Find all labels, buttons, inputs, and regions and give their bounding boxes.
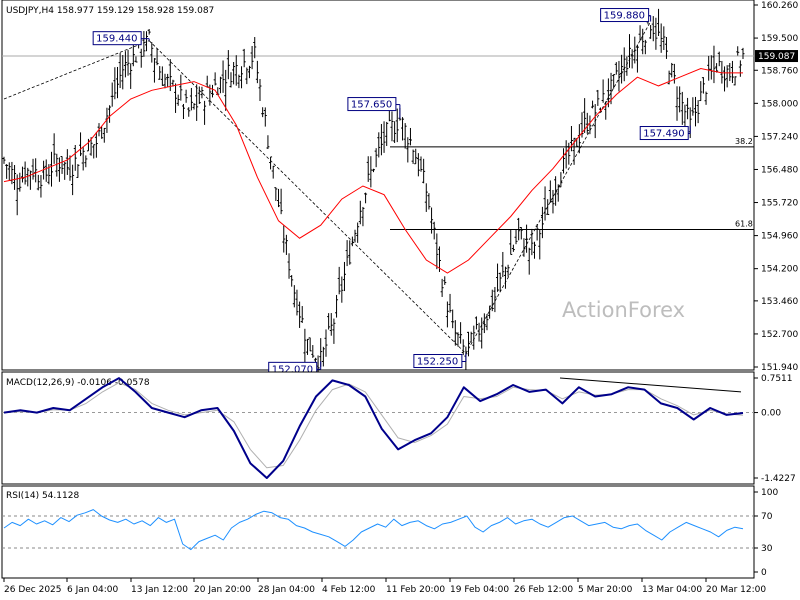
x-tick-label: 11 Feb 20:00 xyxy=(386,585,445,595)
x-tick-label: 19 Feb 04:00 xyxy=(450,585,509,595)
rsi-title: RSI(14) 54.1128 xyxy=(6,491,79,501)
macd-title: MACD(12,26,9) -0.0106 -0.0578 xyxy=(6,378,150,388)
swing-lines xyxy=(3,21,651,354)
macd-tick-label: 0.7511 xyxy=(761,374,793,384)
x-tick-label: 5 Mar 20:00 xyxy=(578,585,633,595)
annotation-label: 157.650 xyxy=(351,100,392,111)
watermark: ActionForex xyxy=(562,298,685,322)
price-tick-label: 158.760 xyxy=(761,66,798,76)
price-tick-label: 158.000 xyxy=(761,99,798,109)
annotation-label: 159.880 xyxy=(604,11,645,22)
macd-y-axis: 0.7511 0.00 -1.4227 xyxy=(754,374,796,484)
rsi-line xyxy=(2,509,754,551)
moving-average-line xyxy=(3,67,743,274)
macd-lines xyxy=(2,377,754,479)
x-tick-label: 13 Jan 12:00 xyxy=(131,585,188,595)
rsi-tick-label: 70 xyxy=(761,512,773,522)
current-price-marker: 159.087 xyxy=(755,50,798,63)
x-tick-label: 20 Mar 12:00 xyxy=(706,585,766,595)
swing-dash-line xyxy=(465,21,651,354)
macd-tick-label: 0.00 xyxy=(761,409,781,419)
price-tick-label: 153.460 xyxy=(761,297,798,307)
annotation-box xyxy=(413,354,463,369)
swing-dash-line xyxy=(148,40,467,354)
price-y-axis: 160.260 159.500 158.760 158.000 157.240 156.4… xyxy=(754,1,798,373)
current-price-label: 159.087 xyxy=(758,52,795,62)
current-price-box xyxy=(755,50,798,63)
x-tick-label: 20 Jan 20:00 xyxy=(194,585,251,595)
rsi-y-axis: 100 70 30 0 xyxy=(754,488,778,578)
annotation-label: 159.440 xyxy=(96,34,137,45)
price-tick-label: 152.700 xyxy=(761,330,798,340)
price-tick-label: 155.720 xyxy=(761,199,798,209)
x-tick-label: 28 Jan 04:00 xyxy=(258,585,315,595)
annotation-box xyxy=(92,31,142,46)
annotation-box xyxy=(347,97,397,112)
macd-tick-label: -1.4227 xyxy=(761,474,796,484)
x-axis: 26 Dec 2025 6 Jan 04:00 13 Jan 12:00 20 Jan… xyxy=(3,578,766,595)
price-tick-label: 154.200 xyxy=(761,265,798,275)
price-annotations: 159.440 152.070 157.650 152.250 159.880 157.4… xyxy=(92,8,691,376)
macd-trendline xyxy=(559,377,742,393)
swing-dash-line xyxy=(3,40,150,100)
annotation-box xyxy=(600,8,650,23)
rsi-tick-label: 100 xyxy=(761,488,778,498)
moving-average xyxy=(3,67,743,274)
price-title: USDJPY,H4 158.977 159.129 158.928 159.08… xyxy=(6,6,214,16)
rsi-panel xyxy=(1,485,755,579)
annotation-label: 157.490 xyxy=(643,129,684,140)
fib-label: 38.2 xyxy=(735,137,753,146)
rsi-tick-label: 0 xyxy=(761,568,767,578)
price-panel xyxy=(1,0,755,371)
annotation-box xyxy=(639,126,689,141)
price-tick-label: 157.240 xyxy=(761,132,798,142)
x-tick-label: 4 Feb 12:00 xyxy=(322,585,376,595)
price-tick-label: 159.500 xyxy=(761,34,798,44)
price-tick-label: 154.960 xyxy=(761,232,798,242)
x-tick-label: 26 Feb 12:00 xyxy=(514,585,573,595)
price-tick-label: 156.480 xyxy=(761,165,798,175)
x-tick-label: 6 Jan 04:00 xyxy=(67,585,119,595)
annotation-label: 152.250 xyxy=(417,357,458,368)
rsi-line xyxy=(3,509,744,551)
price-tick-label: 151.940 xyxy=(761,363,798,373)
macd-line xyxy=(3,377,744,479)
macd-panel xyxy=(1,371,755,485)
fib-label: 61.8 xyxy=(735,220,753,229)
x-tick-label: 26 Dec 2025 xyxy=(4,585,62,595)
rsi-tick-label: 30 xyxy=(761,544,773,554)
x-tick-label: 13 Mar 04:00 xyxy=(642,585,702,595)
price-tick-label: 160.260 xyxy=(761,1,798,11)
annotation-label: 152.070 xyxy=(272,364,313,375)
